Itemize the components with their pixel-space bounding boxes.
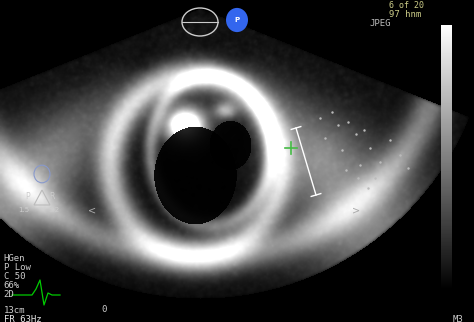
Text: 0: 0: [101, 305, 107, 314]
Text: JPEG: JPEG: [370, 19, 391, 28]
Text: P: P: [26, 192, 30, 201]
Text: P Low: P Low: [4, 263, 31, 272]
Text: 66%: 66%: [4, 281, 20, 290]
Text: HGen: HGen: [4, 254, 25, 263]
Text: 1.5: 1.5: [18, 207, 29, 213]
Text: <: <: [88, 205, 96, 215]
Text: R: R: [49, 192, 55, 201]
Text: FR 63Hz: FR 63Hz: [4, 315, 41, 322]
Text: >: >: [352, 205, 360, 215]
Text: 3.2: 3.2: [48, 207, 60, 213]
Text: 97 hnm: 97 hnm: [389, 10, 421, 19]
Text: C 50: C 50: [4, 272, 25, 281]
Text: 6 of 20: 6 of 20: [389, 1, 424, 10]
Ellipse shape: [226, 8, 248, 32]
Text: 2D: 2D: [4, 290, 15, 299]
Text: 13cm: 13cm: [4, 306, 25, 315]
Text: P: P: [235, 17, 239, 23]
Text: M3: M3: [453, 315, 464, 322]
